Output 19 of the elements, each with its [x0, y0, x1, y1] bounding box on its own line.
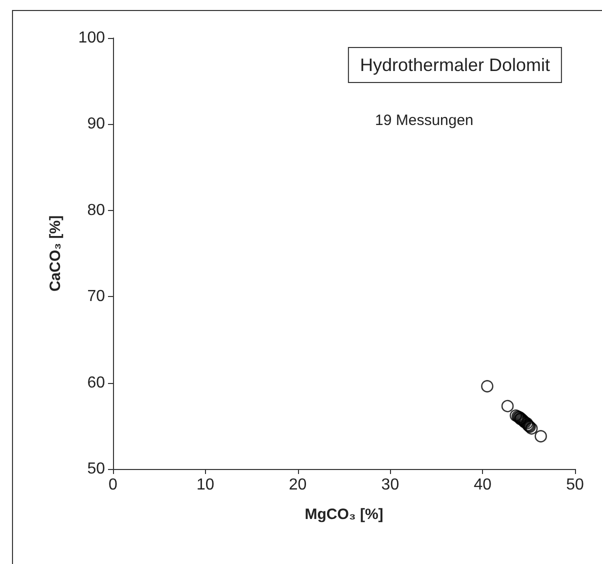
- y-tick-label: 70: [87, 288, 106, 306]
- y-tick-label: 80: [87, 202, 106, 219]
- x-tick-label: 0: [108, 476, 118, 494]
- point: [501, 400, 514, 412]
- x-tick-label: 50: [566, 476, 584, 494]
- y-tick-label: 90: [87, 116, 106, 133]
- x-axis-title: MgCO₃ [%]: [304, 506, 384, 523]
- x-tick-label: 20: [288, 476, 307, 494]
- y-axis-title: CaCO₃ [%]: [47, 215, 64, 292]
- y-tick-label: 100: [78, 30, 106, 46]
- x-tick-label: 40: [474, 476, 492, 494]
- x-tick-label: 30: [381, 476, 400, 494]
- y-tick-label: 50: [87, 460, 106, 478]
- y-tick-label: 60: [87, 374, 106, 392]
- point: [481, 380, 494, 392]
- text: Hydrothermaler Dolomit: [360, 55, 550, 75]
- x-tick-label: 10: [196, 476, 214, 494]
- point: [534, 430, 547, 442]
- annotation: 19 Messungen: [375, 112, 474, 129]
